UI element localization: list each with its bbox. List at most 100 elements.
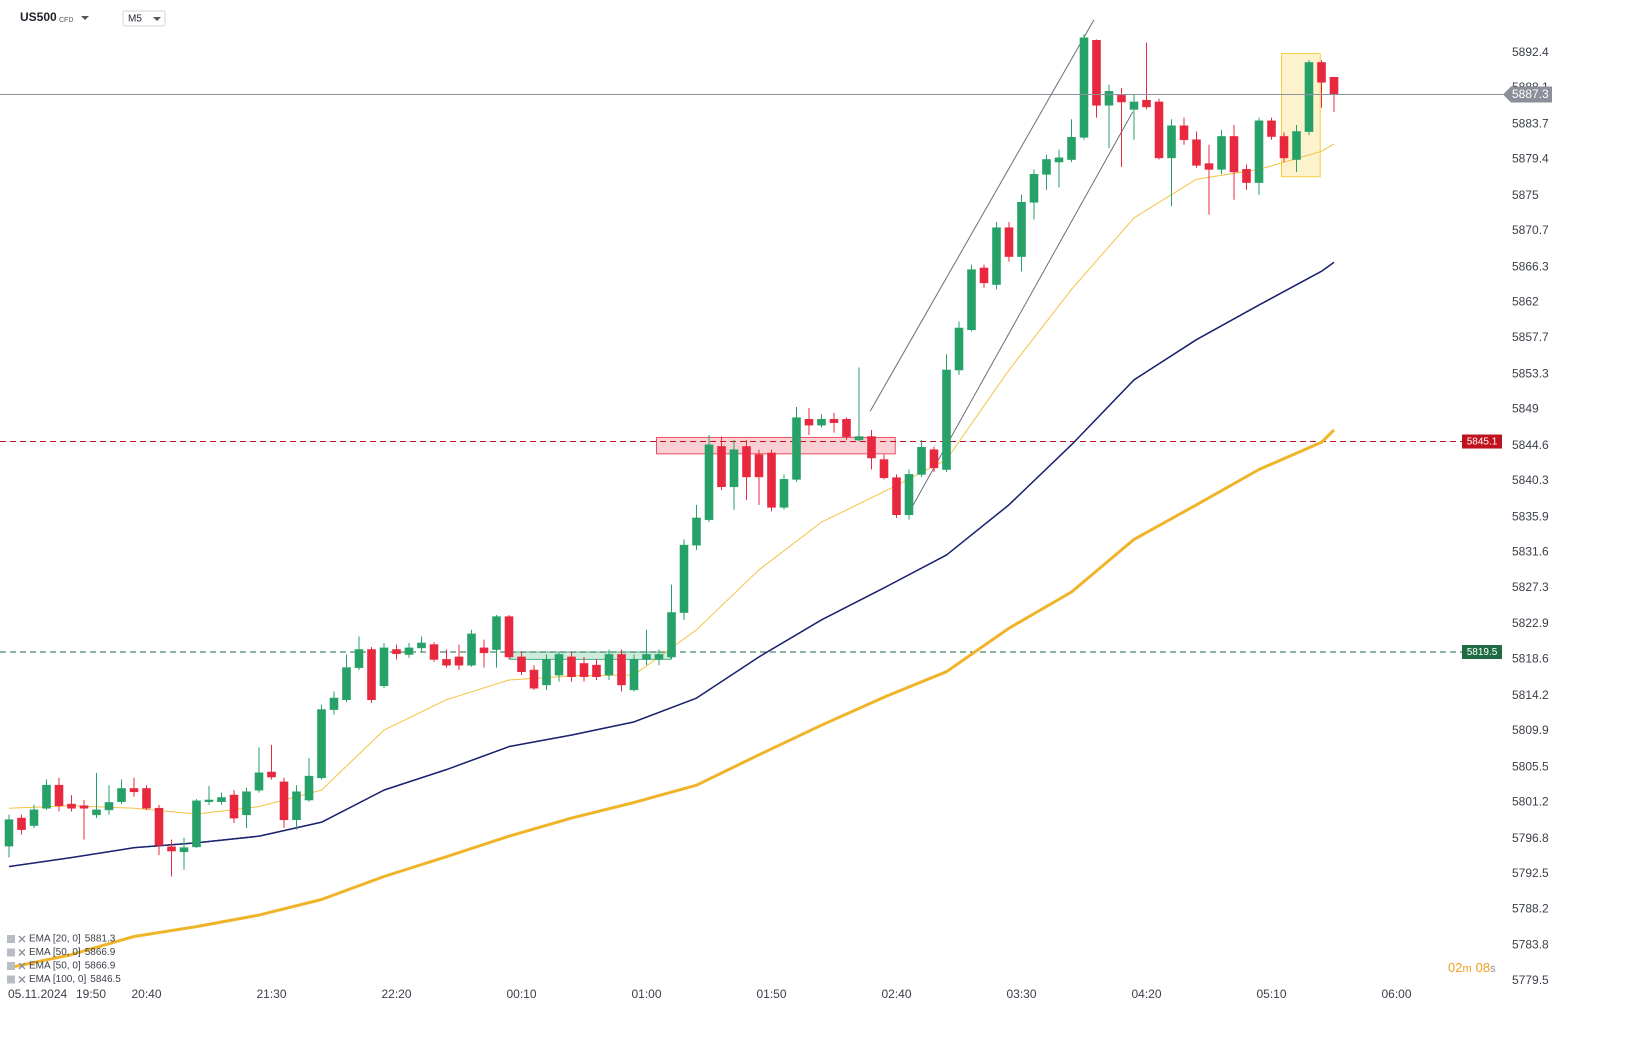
candle-body [217,797,226,802]
legend-name: EMA [100, 0] [29,974,86,985]
candle-body [629,659,639,691]
timeframe-box[interactable] [122,10,166,27]
x-tick-label: 22:20 [381,987,411,1001]
y-tick-label: 5801.2 [1512,795,1549,809]
candle-body [942,369,951,470]
legend-name: EMA [50, 0] [29,961,81,972]
candle-body [854,436,864,441]
candle-body [92,809,101,816]
candle-body [204,799,214,802]
symbol-dropdown[interactable] [81,16,89,20]
candle-body [1317,62,1326,83]
candle-body [367,649,376,700]
candle-body [1117,95,1126,103]
candle-body [742,446,751,478]
legend-remove[interactable] [18,976,26,983]
candle-body [492,616,501,650]
candle-body [254,772,264,791]
candle-body [1042,159,1051,175]
timeframe-dropdown[interactable] [153,17,161,21]
candle-body [654,654,664,660]
y-tick-label: 5866.3 [1512,259,1549,273]
candle-body [817,419,826,426]
legend-remove[interactable] [18,962,26,970]
price-label-box [1462,645,1502,660]
candle-body [29,809,39,826]
candle-timer: 02m 08s [1448,960,1496,975]
candle-body [354,649,364,668]
candle-body [892,477,901,515]
y-tick-label: 5875 [1512,188,1539,202]
legend-value: 5846.5 [90,974,121,985]
current-price-box [1503,86,1552,103]
candle-body [579,663,589,677]
y-tick-label: 5796.8 [1512,831,1549,845]
candle-body [17,817,26,830]
candle-body [929,449,939,469]
candle-body [642,654,651,660]
candle-body [617,654,626,686]
candle-body [1204,163,1214,170]
instrument: CFD [59,17,73,24]
symbol[interactable]: US500 [20,10,57,24]
candle-body [904,474,914,515]
candle-body [1092,39,1101,106]
candle-body [954,327,964,371]
candle-body [604,654,614,676]
candle-body [1217,136,1226,170]
legend-remove[interactable] [18,949,26,956]
price-label: 5819.5 [1467,647,1498,658]
candle-body [429,644,439,660]
legend-remove[interactable] [18,935,26,943]
candle-body [967,269,976,331]
legend-value: 5866.9 [85,961,116,972]
candle-body [1142,100,1151,108]
current-price-label: 5887.3 [1512,87,1549,101]
candle-body [779,479,789,508]
candle-body [467,633,476,666]
candle-body [554,654,564,676]
y-tick-label: 5862 [1512,295,1539,309]
candle-body [592,664,601,677]
candle-body [829,419,839,423]
candle-body [117,788,126,802]
candle-body [129,788,139,793]
y-tick-label: 5783.8 [1512,938,1549,952]
candle-body [179,847,189,853]
candle-body [1192,139,1201,166]
y-tick-label: 5792.5 [1512,866,1549,880]
legend-icon [7,962,15,970]
price-label: 5845.1 [1467,437,1498,448]
candle-body [1179,125,1189,141]
candle-body [1167,125,1176,159]
candle-body [379,647,389,687]
timeframe[interactable]: M5 [128,14,142,25]
candle-body [992,227,1001,285]
x-tick-label: 19:50 [76,987,106,1001]
candle-body [1004,227,1014,257]
candle-body [917,446,926,475]
candle-body [292,791,301,821]
x-tick-label: 01:00 [631,987,661,1001]
timer-seconds: 08 [1476,960,1490,975]
legend-icon [7,935,15,943]
candle-body [454,656,464,666]
candle-body [517,656,526,673]
candle-body [542,659,551,686]
x-tick-label: 03:30 [1006,987,1036,1001]
legend-value: 5866.9 [85,947,116,958]
ema-line [8,261,1335,868]
x-tick-label: 01:50 [756,987,786,1001]
candle-body [692,517,701,546]
y-tick-label: 5809.9 [1512,723,1549,737]
candle-body [1267,120,1276,137]
candle-body [167,846,176,852]
zone [1281,52,1321,178]
x-tick-label: 05:10 [1256,987,1286,1001]
candle-body [404,647,414,655]
legend-value: 5881.3 [85,934,116,945]
timer-minutes: 02 [1448,960,1462,975]
candle-body [1279,136,1289,159]
legend-name: EMA [20, 0] [29,934,81,945]
candle-body [1254,120,1264,183]
